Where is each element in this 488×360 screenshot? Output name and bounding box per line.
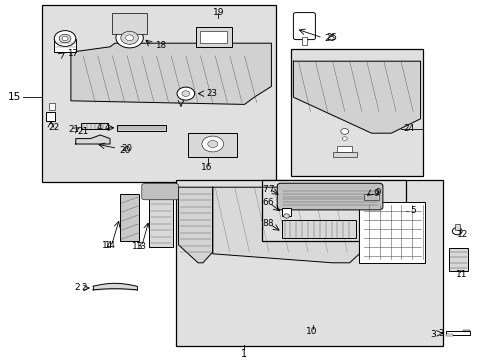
Text: 9: 9 — [373, 189, 379, 198]
Bar — [176, 180, 442, 346]
Text: 3: 3 — [429, 330, 435, 338]
Bar — [195, 27, 232, 47]
Circle shape — [116, 28, 143, 48]
Circle shape — [177, 87, 194, 100]
Text: 11: 11 — [455, 270, 467, 279]
Polygon shape — [293, 61, 420, 133]
Bar — [46, 112, 55, 121]
Bar — [282, 208, 290, 216]
Circle shape — [121, 31, 138, 44]
Text: 21: 21 — [77, 127, 88, 136]
Bar — [332, 152, 356, 157]
Bar — [120, 194, 139, 241]
Text: 5: 5 — [410, 206, 416, 215]
Text: 25: 25 — [326, 33, 337, 42]
Text: 20: 20 — [121, 144, 132, 153]
Bar — [49, 103, 55, 110]
Text: 7: 7 — [262, 184, 268, 194]
Bar — [302, 37, 306, 45]
Bar — [337, 146, 351, 152]
Circle shape — [182, 91, 189, 96]
Text: 10: 10 — [305, 328, 317, 336]
Bar — [149, 194, 172, 247]
Bar — [445, 331, 469, 335]
Bar — [445, 334, 452, 336]
Text: 13: 13 — [132, 242, 143, 251]
Bar — [261, 180, 405, 241]
Bar — [200, 31, 227, 43]
Bar — [454, 224, 459, 230]
FancyBboxPatch shape — [142, 184, 178, 200]
Circle shape — [207, 140, 217, 148]
Bar — [41, 5, 276, 182]
Bar — [282, 220, 355, 238]
Bar — [54, 39, 76, 52]
Text: 17: 17 — [67, 49, 78, 58]
Text: 19: 19 — [212, 8, 224, 17]
Text: 6: 6 — [267, 198, 273, 207]
Polygon shape — [178, 187, 212, 263]
Text: 22: 22 — [48, 122, 59, 131]
Text: 2: 2 — [81, 284, 87, 292]
Text: 25: 25 — [324, 34, 335, 43]
Text: 8: 8 — [267, 219, 273, 228]
Text: 16: 16 — [200, 163, 212, 172]
Circle shape — [342, 137, 346, 140]
Circle shape — [340, 129, 348, 134]
Circle shape — [59, 34, 71, 43]
Text: 1: 1 — [241, 348, 247, 359]
Circle shape — [451, 228, 461, 235]
Text: 14: 14 — [102, 241, 113, 250]
Polygon shape — [71, 43, 271, 104]
Bar — [188, 133, 237, 157]
Text: 14: 14 — [104, 241, 115, 250]
Text: 15: 15 — [7, 92, 20, 102]
Bar — [117, 125, 166, 131]
Circle shape — [125, 35, 133, 41]
Circle shape — [283, 214, 289, 218]
Polygon shape — [76, 135, 110, 144]
Text: 23: 23 — [206, 89, 217, 98]
Bar — [448, 248, 468, 271]
Circle shape — [62, 36, 68, 41]
Text: 18: 18 — [155, 40, 166, 49]
Circle shape — [202, 136, 223, 152]
Text: 6: 6 — [262, 198, 268, 207]
Text: 20: 20 — [119, 145, 130, 155]
Bar — [462, 330, 469, 331]
Bar — [364, 194, 378, 200]
Polygon shape — [212, 187, 359, 263]
Bar — [290, 49, 422, 176]
Text: 9: 9 — [375, 188, 380, 197]
Text: 7: 7 — [267, 184, 273, 194]
Text: 4: 4 — [105, 123, 110, 132]
Bar — [112, 13, 146, 34]
Text: 21: 21 — [69, 125, 80, 134]
Text: 4: 4 — [97, 123, 102, 132]
Bar — [359, 202, 425, 263]
Text: 3: 3 — [438, 329, 443, 338]
Bar — [81, 123, 107, 129]
Circle shape — [54, 31, 76, 46]
FancyBboxPatch shape — [277, 183, 382, 210]
Text: 8: 8 — [262, 219, 268, 228]
Text: 24: 24 — [403, 124, 414, 133]
Text: 2: 2 — [74, 284, 80, 292]
Text: 12: 12 — [456, 230, 468, 239]
FancyBboxPatch shape — [293, 13, 315, 40]
Text: 13: 13 — [135, 242, 145, 251]
